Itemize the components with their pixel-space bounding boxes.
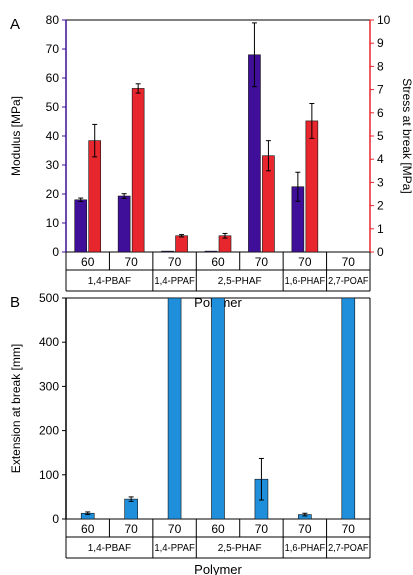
panel-b: B 0 100 200 300 400 500 Extension at break [mm]… [9, 291, 371, 575]
category-label: 70 [124, 255, 138, 269]
left-axis-tick-label: 500 [39, 291, 59, 305]
left-axis-tick-label: 200 [39, 424, 59, 438]
left-axis-tick-label: 400 [39, 335, 59, 349]
right-axis-tick-label: 4 [377, 152, 384, 166]
bar-extension [124, 498, 138, 520]
category-label: 60 [211, 255, 225, 269]
right-axis-tick-label: 2 [377, 199, 384, 213]
group-label: 2,5-PHAF [218, 543, 262, 554]
right-axis-tick-label: 3 [377, 175, 384, 189]
category-label: 70 [124, 522, 138, 536]
panel-a: A 0 10 20 30 40 50 60 70 80 Modulus [MPa] 0 1 2 3 4 5 6 7 8… [9, 13, 413, 310]
left-axis-tick-label: 70 [46, 42, 60, 56]
left-axis-tick-label: 300 [39, 379, 59, 393]
left-axis-tick-label: 0 [52, 245, 59, 259]
bar-stress [175, 235, 188, 253]
category-label: 70 [168, 522, 182, 536]
group-label: 1,4-PBAF [88, 543, 131, 554]
right-axis-tick-label: 10 [377, 13, 391, 27]
x-axis-title: Polymer [194, 562, 242, 575]
right-axis-tick-label: 0 [377, 245, 384, 259]
left-axis-tick-label: 40 [46, 129, 60, 143]
group-label: 2,7-POAF [328, 543, 368, 554]
left-axis-tick-label: 30 [46, 158, 60, 172]
category-label: 60 [81, 522, 95, 536]
bar-stress [305, 120, 319, 253]
group-label: 1,4-PPAF [154, 276, 194, 287]
right-axis-tick-label: 5 [377, 129, 384, 143]
group-label: 2,5-PHAF [218, 276, 262, 287]
left-axis-tick-label: 50 [46, 100, 60, 114]
bar-stress [131, 88, 145, 253]
group-label: 1,6-PHAF [285, 543, 325, 554]
category-label: 70 [168, 255, 182, 269]
right-axis-tick-label: 6 [377, 106, 384, 120]
left-axis-title: Modulus [MPa] [9, 96, 23, 176]
bar-modulus [74, 199, 88, 253]
category-label: 70 [298, 522, 312, 536]
category-label: 70 [342, 522, 356, 536]
left-axis-tick-label: 10 [46, 216, 60, 230]
left-axis-tick-label: 100 [39, 468, 59, 482]
category-label: 70 [255, 255, 269, 269]
panel-label: A [10, 16, 20, 33]
right-axis-tick-label: 9 [377, 36, 384, 50]
category-label: 70 [255, 522, 269, 536]
group-label: 1,6-PHAF [285, 276, 325, 287]
left-axis-tick-label: 0 [52, 512, 59, 526]
category-label: 70 [342, 255, 356, 269]
bar-modulus [204, 250, 218, 253]
category-label: 70 [298, 255, 312, 269]
left-axis-tick-label: 60 [46, 71, 60, 85]
category-label: 60 [211, 522, 225, 536]
bar-extension [167, 297, 182, 520]
left-axis-title: Extension at break [mm] [9, 344, 23, 473]
right-axis-tick-label: 8 [377, 59, 384, 73]
panel-label: B [10, 294, 20, 311]
bar-extension [211, 297, 225, 520]
group-label: 2,7-POAF [328, 276, 368, 287]
bar-modulus [117, 195, 131, 253]
right-axis-tick-label: 1 [377, 222, 384, 236]
bar-extension [341, 297, 356, 520]
left-axis-tick-label: 80 [46, 13, 60, 27]
group-label: 1,4-PPAF [154, 543, 194, 554]
category-label: 60 [81, 255, 95, 269]
group-label: 1,4-PBAF [88, 276, 131, 287]
right-axis-tick-label: 7 [377, 83, 384, 97]
bar-modulus [161, 250, 174, 253]
right-axis-title: Stress at break [MPa] [400, 78, 413, 193]
left-axis-tick-label: 20 [46, 187, 60, 201]
